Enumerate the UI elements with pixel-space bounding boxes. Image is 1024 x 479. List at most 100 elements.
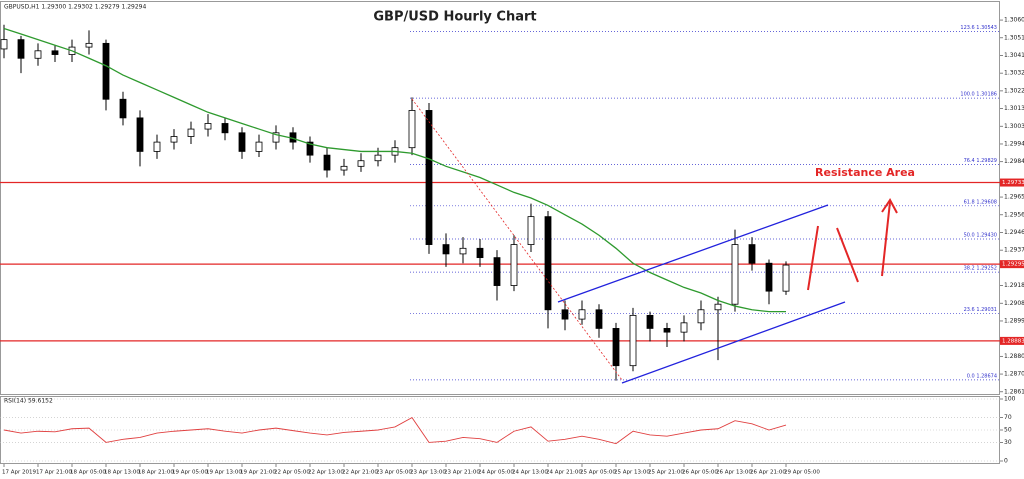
fib-label: 123.6 1.30543 — [960, 25, 997, 31]
candle-body — [476, 247, 484, 259]
fib-label: 0.0 1.28674 — [967, 373, 997, 379]
candle-body — [595, 309, 603, 329]
x-tick-label: 23 Apr 05:00 — [376, 470, 412, 476]
candle-body — [578, 309, 586, 320]
candle-body — [136, 117, 144, 152]
y-tick-label: 1.29940 — [1004, 140, 1024, 147]
y-tick-label: 0 — [1004, 458, 1008, 465]
y-tick-label: 1.30225 — [1004, 87, 1024, 94]
y-tick-label: 1.28800 — [1004, 353, 1024, 360]
x-tick-label: 23 Apr 13:00 — [410, 470, 446, 476]
x-tick-label: 22 Apr 21:00 — [342, 470, 378, 476]
arrow-head — [881, 198, 898, 214]
candle-body — [170, 136, 178, 143]
candle-body — [561, 309, 569, 320]
rsi-label: RSI(14) 59.6152 — [4, 398, 53, 405]
candle-body — [221, 123, 229, 134]
annotation: Resistance Area — [815, 166, 915, 179]
x-tick-label: 19 Apr 05:00 — [172, 470, 208, 476]
candle-body — [85, 42, 93, 48]
x-tick-label: 26 Apr 05:00 — [682, 470, 718, 476]
candle-body — [731, 244, 739, 305]
fib-label: 61.8 1.29608 — [964, 199, 997, 205]
candle-body — [612, 328, 620, 367]
candle-body — [459, 247, 467, 255]
candle-body — [374, 154, 382, 162]
y-tick-label: 1.29465 — [1004, 229, 1024, 236]
level-tag — [1000, 336, 1024, 345]
x-tick-label: 18 Apr 05:00 — [70, 470, 106, 476]
y-tick-label: 100 — [1004, 396, 1016, 403]
fib-label: 50.0 1.29430 — [964, 232, 997, 238]
fib-connector — [411, 98, 623, 381]
candle-body — [425, 110, 433, 245]
candle-body — [442, 244, 450, 255]
candle-body — [765, 262, 773, 292]
x-tick-label: 23 Apr 21:00 — [444, 470, 480, 476]
fib-label: 100.0 1.30186 — [960, 92, 997, 98]
y-tick-label: 1.29180 — [1004, 282, 1024, 289]
y-tick-label: 1.28610 — [1004, 388, 1024, 395]
candle-body — [714, 303, 722, 311]
level-tag-label: 1.29295 — [1002, 262, 1024, 268]
x-tick-label: 24 Apr 13:00 — [512, 470, 548, 476]
candle-body — [544, 216, 552, 311]
upper-trendline — [557, 204, 829, 303]
candle-body — [697, 309, 705, 324]
x-tick-label: 17 Apr 21:00 — [36, 470, 72, 476]
y-tick-label: 70 — [1004, 414, 1012, 421]
candle-body — [306, 141, 314, 156]
plot-layer: 1.30605 1.30510 1.30415 1.30320 1.30225 1.301… — [0, 17, 1024, 476]
y-tick-label: 1.28990 — [1004, 317, 1024, 324]
x-tick-label: 29 Apr 05:00 — [784, 470, 820, 476]
candle-body — [51, 50, 59, 55]
header: GBPUSD,H1 1.29300 1.29302 1.29279 1.2929… — [4, 4, 146, 11]
lower-trendline — [621, 301, 846, 384]
y-tick-label: 1.30130 — [1004, 105, 1024, 112]
candle-body — [493, 257, 501, 286]
candle-body — [663, 328, 671, 333]
candle-body — [187, 128, 195, 137]
x-tick-label: 25 Apr 21:00 — [648, 470, 684, 476]
candle-body — [323, 154, 331, 171]
x-tick-label: 26 Apr 13:00 — [716, 470, 752, 476]
chart-title: GBP/USD Hourly Chart — [373, 10, 536, 25]
y-tick-label: 1.30035 — [1004, 123, 1024, 130]
candle-body — [0, 39, 8, 50]
x-tick-label: 22 Apr 13:00 — [308, 470, 344, 476]
x-tick-label: 22 Apr 05:00 — [274, 470, 310, 476]
level-tag-label: 1.28883 — [1002, 338, 1024, 344]
fib-label: 23.6 1.29031 — [964, 307, 997, 313]
candle-body — [119, 98, 127, 119]
level-tag-label: 1.29733 — [1002, 180, 1024, 186]
candle-body — [646, 314, 654, 329]
candle-body — [782, 264, 790, 292]
rsi-line — [3, 417, 787, 445]
y-tick-label: 1.30320 — [1004, 70, 1024, 77]
x-tick-label: 18 Apr 21:00 — [138, 470, 174, 476]
candle-body — [153, 141, 161, 152]
candle-body — [102, 42, 110, 100]
fib-label: 38.2 1.29252 — [964, 266, 997, 272]
y-tick-label: 1.29845 — [1004, 158, 1024, 165]
candle-body — [255, 141, 263, 152]
fib-label: 76.4 1.29829 — [964, 158, 997, 164]
x-tick-label: 25 Apr 13:00 — [614, 470, 650, 476]
candle-body — [680, 322, 688, 333]
candle-body — [238, 132, 246, 152]
y-tick-label: 1.30510 — [1004, 34, 1024, 41]
y-tick-label: 1.29085 — [1004, 300, 1024, 307]
x-tick-label: 17 Apr 2019 — [2, 470, 37, 476]
candle-body — [510, 244, 518, 286]
projection-arrows — [807, 198, 898, 291]
candle-body — [204, 123, 212, 130]
candle-body — [17, 39, 25, 59]
arrow-down — [836, 227, 859, 283]
x-tick-label: 24 Apr 21:00 — [546, 470, 582, 476]
y-tick-label: 50 — [1004, 427, 1012, 434]
arrow-up-2 — [881, 201, 891, 277]
x-tick-label: 25 Apr 05:00 — [580, 470, 616, 476]
level-tag — [1000, 260, 1024, 269]
candle-body — [408, 110, 416, 149]
